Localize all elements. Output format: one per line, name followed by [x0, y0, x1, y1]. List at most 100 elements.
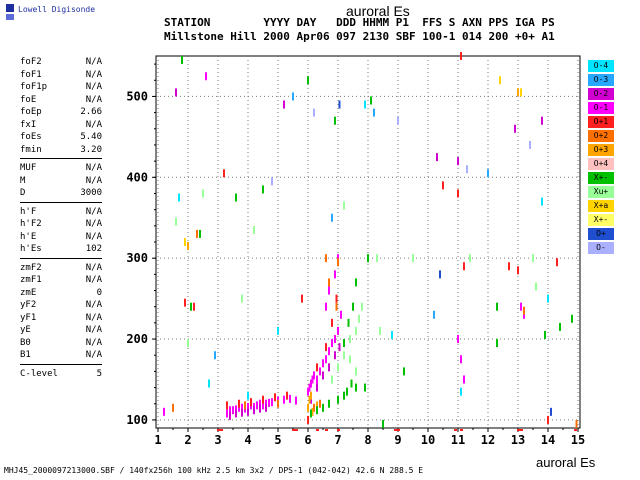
echo-point	[232, 406, 234, 415]
param-value: 3000	[80, 188, 102, 198]
x-tick-label: 2	[184, 433, 191, 447]
x-tick-label: 5	[274, 433, 281, 447]
echo-point	[517, 88, 519, 97]
axis-marker	[220, 429, 223, 431]
echo-point	[347, 318, 350, 327]
echo-point	[308, 395, 311, 404]
echo-point	[355, 367, 357, 376]
echo-point	[335, 302, 338, 311]
param-row: MUF N/A	[20, 162, 102, 175]
param-value: N/A	[85, 94, 102, 105]
echo-point	[307, 415, 309, 424]
echo-point	[247, 391, 249, 400]
echo-point	[187, 339, 189, 348]
echo-point	[175, 217, 177, 226]
echo-point	[334, 116, 336, 125]
y-tick-label: 500	[126, 89, 148, 103]
echo-point	[457, 335, 459, 344]
echo-point	[350, 379, 353, 388]
legend-swatch: Xu+	[588, 186, 614, 198]
param-row: foF1p N/A	[20, 81, 102, 94]
axis-marker	[316, 429, 319, 431]
echo-point	[328, 347, 330, 356]
echo-point	[575, 419, 578, 428]
params-separator	[20, 257, 102, 259]
param-name: yE	[20, 325, 31, 335]
echo-point	[391, 331, 393, 339]
echo-point	[313, 371, 315, 380]
echo-point	[193, 302, 195, 311]
echo-point	[331, 339, 333, 348]
param-row: fmin 3.20	[20, 144, 102, 157]
param-name: yF2	[20, 300, 37, 310]
echo-point	[514, 124, 516, 133]
echo-point	[247, 407, 249, 416]
y-tick-label: 100	[126, 413, 148, 427]
echo-point	[571, 314, 573, 323]
legend-swatch: X+-	[588, 172, 614, 184]
params-separator	[20, 363, 102, 365]
echo-point	[229, 411, 231, 420]
echo-point	[469, 254, 471, 263]
legend-swatch: O+2	[588, 130, 614, 142]
echo-point	[241, 403, 243, 412]
param-value: N/A	[85, 163, 102, 173]
echo-point	[274, 393, 276, 402]
param-row: h'Es 102	[20, 243, 102, 256]
echo-point	[349, 335, 351, 344]
axis-marker	[460, 429, 463, 431]
echo-point	[322, 403, 324, 412]
echo-point	[325, 254, 327, 263]
echo-point	[262, 185, 264, 194]
echo-point	[307, 76, 309, 85]
echo-point	[352, 302, 354, 311]
y-tick-label: 300	[126, 251, 148, 265]
echo-point	[520, 302, 522, 311]
station-header-values: Millstone Hill 2000 Apr06 097 2130 SBF 1…	[164, 30, 555, 43]
param-value: N/A	[85, 262, 102, 273]
echo-point	[343, 391, 345, 400]
echo-point	[346, 387, 348, 396]
echo-point	[547, 294, 549, 303]
echo-point	[208, 379, 210, 388]
echo-point	[338, 100, 341, 109]
echo-point	[265, 399, 267, 408]
echo-point	[328, 278, 330, 287]
echo-point	[439, 270, 441, 279]
param-value: N/A	[85, 350, 102, 360]
param-row: D 3000	[20, 187, 102, 200]
param-value: N/A	[85, 219, 102, 229]
param-value: N/A	[85, 82, 102, 92]
echo-point	[460, 387, 462, 396]
param-value: N/A	[85, 312, 102, 323]
polarization-legend: O-4 O-3 O-2 O-1 O+1 O+2 O+3 O+4 X+- Xu+ X+a X+- O+ O-	[588, 60, 614, 256]
param-name: yF1	[20, 312, 37, 323]
echo-point	[226, 401, 228, 410]
param-row: fxI N/A	[20, 119, 102, 132]
echo-point	[358, 314, 360, 323]
param-row: foF2 N/A	[20, 56, 102, 69]
echo-point	[460, 52, 462, 60]
echo-point	[277, 399, 279, 408]
param-name: zmF2	[20, 262, 42, 273]
echo-point	[307, 387, 309, 396]
echo-point	[331, 213, 333, 222]
echo-point	[229, 406, 231, 415]
param-name: foF1p	[20, 82, 48, 92]
echo-point	[541, 116, 543, 125]
echo-point	[310, 409, 312, 418]
echo-point	[289, 394, 291, 403]
echo-point	[457, 189, 459, 198]
echo-point	[355, 383, 357, 392]
echo-point	[334, 351, 336, 360]
echo-point	[253, 225, 255, 234]
echo-point	[316, 363, 318, 372]
echo-point	[238, 403, 240, 412]
param-value: N/A	[85, 119, 102, 130]
param-name: zmF1	[20, 275, 42, 285]
echo-point	[259, 404, 261, 413]
echo-point	[181, 56, 183, 65]
echo-point	[529, 140, 531, 149]
echo-point	[340, 310, 342, 319]
echo-point	[265, 403, 267, 412]
